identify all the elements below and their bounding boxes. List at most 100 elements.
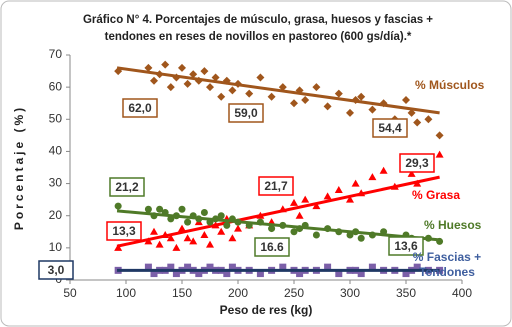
y-tick-label: 20: [49, 208, 63, 222]
y-tick-label: 40: [49, 144, 63, 158]
point: [368, 173, 377, 181]
point: [351, 179, 360, 187]
series-label: % Músculos: [415, 78, 485, 92]
point: [189, 70, 198, 79]
point: [290, 228, 298, 236]
annotation: 16.6: [254, 237, 290, 257]
annotation-label: 62,0: [128, 101, 152, 115]
annotation-label: 54,4: [378, 121, 402, 135]
annotation: 29,3: [399, 153, 435, 173]
y-tick-label: 10: [49, 240, 63, 254]
point: [228, 263, 236, 271]
point: [301, 195, 310, 203]
annotation-label: 59,0: [234, 106, 258, 120]
x-tick-label: 150: [172, 286, 192, 300]
point: [211, 73, 220, 82]
point: [357, 234, 365, 242]
annotation-box: [38, 260, 74, 280]
point: [178, 224, 186, 232]
annotation-box: [254, 237, 290, 257]
point: [290, 99, 298, 108]
annotation-box: [228, 103, 264, 123]
point: [206, 240, 214, 248]
annotation-box: [399, 153, 435, 173]
point: [217, 212, 225, 220]
annotation: 3,0: [38, 260, 74, 280]
point: [206, 263, 214, 271]
trend-line: [116, 66, 440, 115]
point: [200, 67, 209, 76]
series-label: % Grasa: [412, 188, 461, 202]
annotation-label: 13,6: [394, 239, 418, 253]
point: [178, 63, 186, 72]
point: [295, 211, 304, 219]
point: [150, 270, 158, 278]
point: [183, 234, 192, 242]
point: [334, 186, 343, 193]
point: [323, 192, 332, 200]
point: [407, 108, 416, 117]
point: [200, 231, 209, 238]
annotation: 59,0: [228, 103, 264, 123]
y-tick-label: 30: [49, 176, 63, 190]
point: [407, 169, 416, 177]
point: [217, 92, 226, 101]
point: [144, 263, 152, 271]
point: [172, 243, 181, 251]
point: [267, 92, 276, 101]
point: [256, 270, 264, 278]
y-tick-label: 60: [49, 79, 63, 93]
point: [368, 263, 376, 271]
point: [268, 225, 276, 233]
x-axis-label: Peso de res (kg): [220, 303, 313, 317]
point: [150, 227, 158, 235]
chart-title: Gráfico N° 4. Porcentajes de músculo, gr…: [82, 14, 434, 43]
point: [324, 263, 332, 271]
point: [323, 102, 332, 111]
x-tick-label: 350: [396, 286, 416, 300]
point: [435, 131, 444, 140]
point: [161, 60, 170, 69]
point: [234, 224, 242, 232]
point: [114, 202, 122, 210]
point: [155, 240, 164, 248]
point: [334, 89, 343, 98]
point: [189, 237, 198, 245]
x-tick-label: 100: [116, 286, 136, 300]
annotation: 62,0: [122, 98, 158, 118]
point: [166, 83, 175, 92]
annotation-box: [106, 221, 142, 241]
point: [296, 270, 304, 278]
point: [144, 63, 153, 72]
point: [195, 270, 203, 278]
annotation: 54,4: [372, 118, 408, 138]
point: [312, 83, 321, 92]
y-axis-label: Porcentaje (%): [12, 105, 26, 230]
annotation-label: 3,0: [48, 263, 65, 277]
point: [312, 231, 320, 239]
annotation-label: 21,7: [264, 179, 288, 193]
point: [346, 195, 354, 203]
annotation-box: [372, 118, 408, 138]
point: [245, 89, 254, 98]
point: [206, 83, 214, 92]
annotation-label: 21,2: [115, 180, 139, 194]
x-tick-label: 250: [284, 286, 304, 300]
point: [301, 96, 310, 104]
y-tick-label: 50: [49, 111, 63, 125]
point: [279, 263, 287, 271]
trend-line: [116, 175, 440, 248]
point: [402, 96, 410, 104]
point: [156, 205, 164, 213]
point: [278, 83, 287, 92]
annotation-box: [109, 177, 145, 197]
point: [256, 73, 265, 82]
point: [402, 270, 410, 278]
point: [413, 118, 422, 127]
point: [150, 76, 158, 85]
point: [184, 263, 192, 271]
annotation-box: [122, 98, 158, 118]
annotation-label: 16.6: [260, 240, 284, 254]
